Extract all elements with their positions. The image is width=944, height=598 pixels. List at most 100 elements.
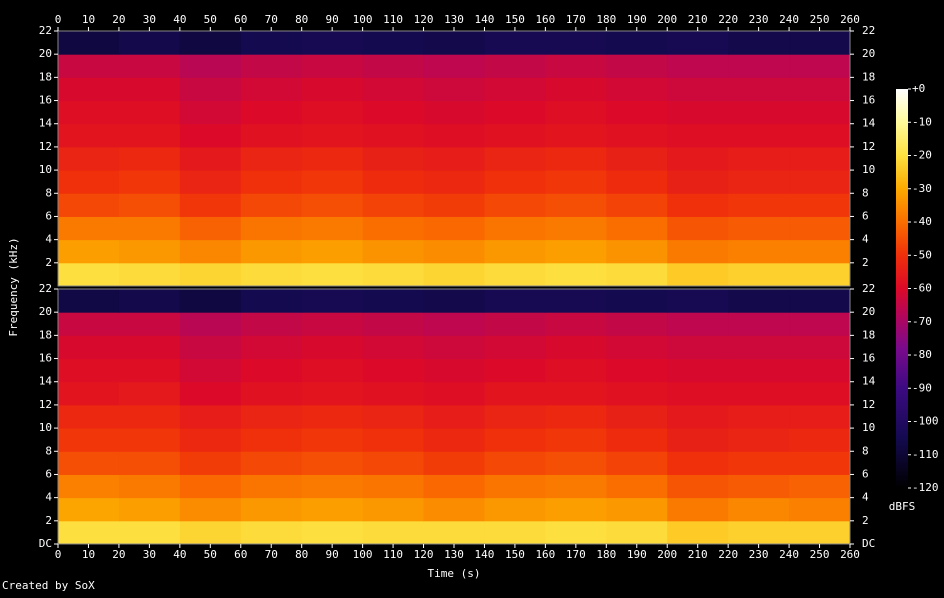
x-axis-label: Time (s) — [428, 567, 481, 580]
y-tick-label: 14 — [862, 117, 876, 130]
colorbar-tick-label: -30 — [912, 182, 932, 195]
x-tick-label: 120 — [414, 548, 434, 561]
spectrogram-cell — [301, 312, 364, 336]
colorbar-label: dBFS — [889, 500, 916, 513]
spectrogram-cell — [118, 497, 181, 522]
colorbar-tick-label: -70 — [912, 315, 932, 328]
spectrogram-cell — [179, 312, 242, 336]
x-tick-label: 100 — [353, 548, 373, 561]
spectrogram-cell — [545, 474, 607, 499]
spectrogram-cell — [606, 474, 668, 499]
x-tick-label: 20 — [112, 548, 125, 561]
x-tick-label: 140 — [475, 13, 495, 26]
spectrogram-cell — [58, 335, 120, 360]
spectrogram-cell — [301, 216, 364, 241]
spectrogram-cell — [58, 262, 120, 287]
colorbar-tick-label: -10 — [912, 115, 932, 128]
spectrogram-cell — [362, 31, 425, 55]
spectrogram-cell — [789, 312, 851, 336]
spectrogram-cell — [545, 335, 607, 360]
spectrogram-cell — [728, 520, 790, 545]
x-tick-label: 170 — [566, 548, 586, 561]
y-tick-label: 2 — [45, 256, 52, 269]
y-tick-label: 22 — [862, 282, 875, 295]
spectrogram-cell — [545, 404, 607, 429]
spectrogram-cell — [118, 31, 181, 55]
spectrogram-cell — [179, 77, 242, 102]
spectrogram-cell — [728, 428, 790, 452]
y-tick-label: 2 — [862, 514, 869, 527]
spectrogram-cell — [240, 358, 303, 383]
spectrogram-cell — [423, 262, 485, 287]
y-tick-label: 16 — [862, 352, 875, 365]
spectrogram-cell — [362, 451, 425, 475]
y-tick-label: 18 — [39, 70, 52, 83]
spectrogram-cell — [240, 497, 303, 522]
spectrogram-cell — [58, 289, 120, 313]
spectrogram-cell — [301, 520, 364, 545]
spectrogram-cell — [362, 381, 425, 406]
spectrogram-cell — [606, 428, 668, 452]
spectrogram-cell — [545, 381, 607, 406]
spectrogram-cell — [240, 428, 303, 452]
spectrogram-cell — [545, 497, 607, 522]
spectrogram-cell — [606, 381, 668, 406]
x-tick-label: 240 — [779, 548, 799, 561]
spectrogram-cell — [728, 312, 790, 336]
colorbar-tick-label: -90 — [912, 381, 932, 394]
spectrogram-cell — [545, 216, 607, 241]
spectrogram-cell — [667, 216, 729, 241]
spectrogram-cell — [728, 262, 790, 287]
spectrogram-cell — [667, 381, 729, 406]
spectrogram-cell — [240, 216, 303, 241]
spectrogram-cell — [301, 335, 364, 360]
spectrogram-cell — [545, 358, 607, 383]
spectrogram-cell — [606, 146, 668, 171]
spectrogram-cell — [179, 404, 242, 429]
spectrogram-cell — [362, 239, 425, 264]
spectrogram-cell — [728, 497, 790, 522]
spectrogram-cell — [179, 100, 242, 125]
spectrogram-cell — [789, 358, 851, 383]
spectrogram-cell — [545, 239, 607, 264]
spectrogram-cell — [789, 381, 851, 406]
spectrogram-cell — [484, 335, 546, 360]
spectrogram-cell — [423, 451, 485, 475]
spectrogram-cell — [789, 216, 851, 241]
spectrogram-cell — [58, 381, 120, 406]
spectrogram-cell — [728, 77, 790, 102]
y-tick-label: 22 — [39, 24, 52, 37]
y-tick-label: 16 — [39, 352, 52, 365]
spectrogram-cell — [58, 216, 120, 241]
spectrogram-cell — [362, 100, 425, 125]
spectrogram-cell — [667, 428, 729, 452]
y-tick-label: 8 — [862, 444, 869, 457]
y-tick-label: 4 — [862, 491, 869, 504]
x-tick-label: 210 — [688, 13, 708, 26]
spectrogram-cell — [545, 451, 607, 475]
x-tick-label: 0 — [55, 548, 62, 561]
spectrogram-cell — [362, 335, 425, 360]
y-tick-label: 10 — [39, 163, 52, 176]
spectrogram-cell — [240, 100, 303, 125]
x-tick-label: 60 — [234, 548, 247, 561]
spectrogram-cell — [58, 404, 120, 429]
colorbar-tick-label: -50 — [912, 248, 932, 261]
x-tick-label: 130 — [444, 548, 464, 561]
x-tick-label: 150 — [505, 13, 525, 26]
spectrogram-cell — [362, 404, 425, 429]
y-tick-label: 6 — [862, 467, 869, 480]
spectrogram-cell — [179, 381, 242, 406]
spectrogram-cell — [545, 289, 607, 313]
spectrogram-cell — [789, 262, 851, 287]
colorbar-tick-label: -20 — [912, 149, 932, 162]
spectrogram-cell — [301, 474, 364, 499]
spectrogram-cell — [240, 146, 303, 171]
spectrogram-cell — [58, 31, 120, 55]
spectrogram-cell — [118, 381, 181, 406]
colorbar-tick-label: +0 — [912, 82, 925, 95]
spectrogram-cell — [484, 54, 546, 78]
spectrogram-cell — [362, 146, 425, 171]
spectrogram-cell — [58, 77, 120, 102]
spectrogram-cell — [423, 170, 485, 194]
